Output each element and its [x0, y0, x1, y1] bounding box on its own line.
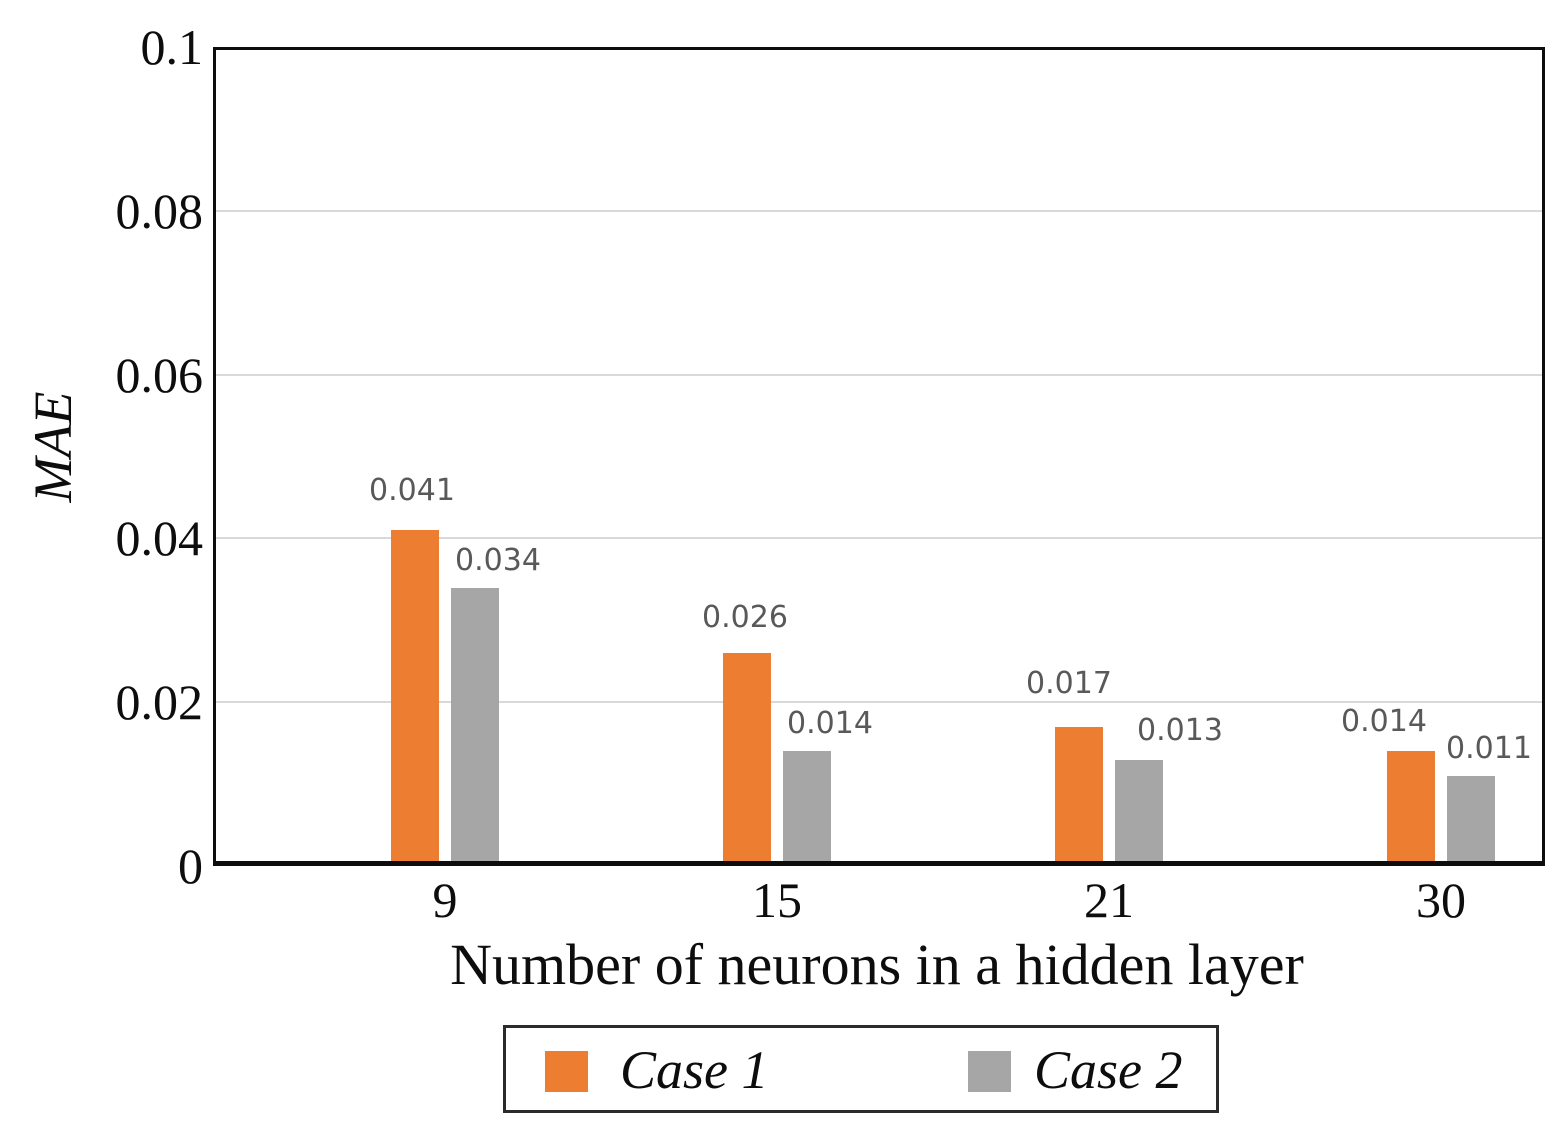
bar-case-1 — [1387, 751, 1435, 866]
y-tick-label: 0.04 — [115, 510, 204, 567]
y-tick-label: 0.1 — [140, 19, 204, 75]
legend-label-case1: Case 1 — [620, 1040, 769, 1100]
gridline — [213, 373, 1545, 376]
value-label: 0.014 — [1341, 704, 1427, 740]
value-label: 0.017 — [1026, 665, 1112, 701]
gridline — [213, 701, 1545, 704]
x-tick-label: 21 — [1084, 872, 1134, 928]
plot-area — [213, 47, 1545, 866]
legend: Case 1 Case 2 — [503, 1025, 1219, 1113]
gridline — [213, 537, 1545, 540]
y-tick-label: 0.06 — [115, 346, 204, 403]
bar-case-2 — [1447, 775, 1495, 866]
value-label: 0.014 — [787, 706, 873, 742]
y-tick-label: 0.02 — [115, 674, 204, 731]
value-label: 0.011 — [1446, 730, 1532, 766]
x-tick-label: 9 — [432, 872, 458, 928]
legend-swatch-case2 — [968, 1051, 1011, 1092]
x-tick-label: 30 — [1416, 872, 1466, 928]
y-tick-label: 0.08 — [115, 182, 204, 239]
value-label: 0.041 — [369, 473, 455, 509]
value-label: 0.013 — [1137, 712, 1223, 748]
bar-case-2 — [783, 751, 831, 866]
bar-case-2 — [1115, 759, 1163, 866]
x-axis-title: Number of neurons in a hidden layer — [450, 932, 1304, 997]
bar-case-2 — [451, 587, 499, 866]
legend-label-case2: Case 2 — [1034, 1040, 1183, 1100]
value-label: 0.026 — [702, 600, 788, 636]
value-label: 0.034 — [455, 542, 541, 578]
bar-case-1 — [723, 653, 771, 866]
y-tick-label: 0 — [178, 838, 203, 894]
x-tick-label: 15 — [752, 872, 802, 928]
bar-case-1 — [1055, 726, 1103, 866]
gridline — [213, 209, 1545, 212]
bar-case-1 — [391, 530, 439, 866]
legend-swatch-case1 — [545, 1051, 588, 1092]
